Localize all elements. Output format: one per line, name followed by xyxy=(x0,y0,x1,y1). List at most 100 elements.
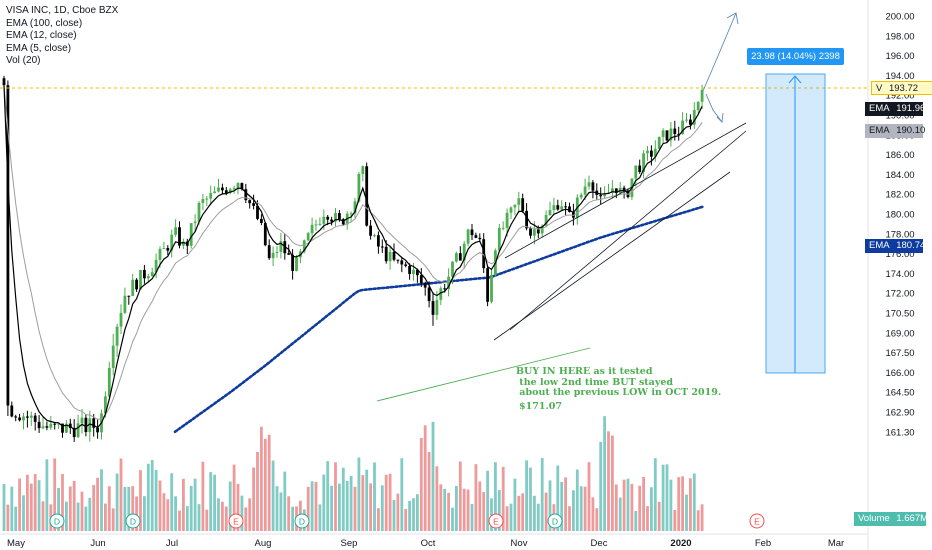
annotation-price[interactable]: $171.07 xyxy=(519,401,562,412)
volume-bar xyxy=(568,506,571,531)
candle-body xyxy=(622,187,626,191)
measure-label[interactable]: 23.98 (14.04%) 2398 xyxy=(747,48,844,65)
volume-bar xyxy=(544,492,548,531)
candle-body xyxy=(568,206,571,212)
legend-vol[interactable]: Vol (20) xyxy=(6,55,41,66)
event-marker-label: E xyxy=(233,517,239,527)
candle-body xyxy=(408,265,411,275)
candle-body xyxy=(236,183,240,189)
volume-bar xyxy=(221,501,224,531)
candle-body xyxy=(41,426,45,429)
candle-body xyxy=(564,206,567,208)
candle-body xyxy=(455,253,458,262)
volume-bar xyxy=(197,504,201,531)
volume-bar xyxy=(14,506,18,531)
volume-bar xyxy=(486,470,489,531)
ema100-tag-value: 180.74 xyxy=(896,240,926,251)
candle-body xyxy=(189,223,193,246)
volume-bar xyxy=(665,464,669,531)
volume-bar xyxy=(661,464,665,531)
volume-bar xyxy=(345,481,349,531)
candle-body xyxy=(53,423,57,425)
x-tick-label: Jun xyxy=(90,538,105,549)
candle-body xyxy=(689,119,692,125)
volume-bar xyxy=(685,494,688,531)
volume-bar xyxy=(185,506,189,531)
candle-body xyxy=(154,259,158,273)
candle-body xyxy=(396,259,400,261)
candle-body xyxy=(170,234,174,251)
event-marker-label: E xyxy=(493,517,499,527)
volume-bar xyxy=(244,507,248,531)
volume-bar xyxy=(384,474,388,531)
annotation-text[interactable]: BUY IN HERE as it tested the low 2nd tim… xyxy=(516,366,722,398)
candle-body xyxy=(18,417,21,421)
ema5-tag-name: EMA xyxy=(869,103,890,114)
x-tick-label: Mar xyxy=(828,538,844,549)
volume-bar xyxy=(100,469,103,531)
event-marker-label: D xyxy=(552,517,558,527)
y-tick-label: 180.00 xyxy=(885,210,914,221)
volume-bar xyxy=(490,498,493,531)
candle-body xyxy=(388,251,392,262)
candle-body xyxy=(365,166,369,226)
volume-bar xyxy=(412,498,415,531)
volume-bar xyxy=(548,480,552,531)
volume-bar xyxy=(205,509,209,531)
event-marker-label: D xyxy=(54,517,60,527)
candle-body xyxy=(26,416,29,418)
candle-body xyxy=(244,189,248,201)
legend-ema100[interactable]: EMA (100, close) xyxy=(6,17,83,29)
volume-tag: Volume 1.667M xyxy=(854,512,928,526)
volume-bar xyxy=(482,492,486,531)
ema12-line xyxy=(3,85,703,420)
arrow-up-path xyxy=(702,12,737,92)
candle-body xyxy=(533,229,536,236)
candle-body xyxy=(490,274,493,302)
candle-body xyxy=(341,219,345,225)
candle-body xyxy=(10,405,14,417)
volume-bar xyxy=(650,487,653,531)
legend-ema5[interactable]: EMA (5, close) xyxy=(6,42,72,54)
candle-body xyxy=(642,153,645,172)
arrow-down-path xyxy=(705,93,723,123)
candle-body xyxy=(412,269,415,275)
candle-body xyxy=(166,248,170,251)
candle-body xyxy=(603,193,606,197)
volume-bar xyxy=(201,461,205,531)
candle-body xyxy=(330,219,333,222)
volume-bar xyxy=(513,478,517,531)
volume-bar xyxy=(529,467,532,531)
volume-bar xyxy=(494,462,497,531)
candle-body xyxy=(677,133,681,135)
candle-body xyxy=(135,279,138,290)
volume-bar xyxy=(404,509,408,531)
volume-bar xyxy=(275,486,279,531)
candle-body xyxy=(384,246,388,262)
candle-body xyxy=(115,326,119,346)
candle-body xyxy=(611,188,614,193)
candle-body xyxy=(423,283,427,288)
volume-bar xyxy=(564,477,567,531)
y-tick-label: 194.00 xyxy=(885,71,914,82)
legend-ema12[interactable]: EMA (12, close) xyxy=(6,30,77,41)
volume-bar xyxy=(263,438,267,531)
candle-body xyxy=(685,119,688,121)
volume-bar xyxy=(92,485,96,531)
volume-bar xyxy=(689,478,692,531)
volume-bar xyxy=(306,486,310,531)
candle-body xyxy=(201,198,205,203)
candle-body xyxy=(88,418,92,433)
candle-body xyxy=(497,227,501,251)
event-marker xyxy=(228,513,244,529)
candle-body xyxy=(33,415,37,422)
volume-bar xyxy=(595,508,599,531)
candle-body xyxy=(295,257,298,271)
candle-body xyxy=(478,237,482,240)
volume-bar xyxy=(6,504,10,531)
volume-bar xyxy=(291,506,294,531)
candle-body xyxy=(373,235,376,237)
candle-body xyxy=(591,182,595,191)
legend-symbol[interactable]: VISA INC, 1D, Cboe BZX xyxy=(6,5,119,16)
